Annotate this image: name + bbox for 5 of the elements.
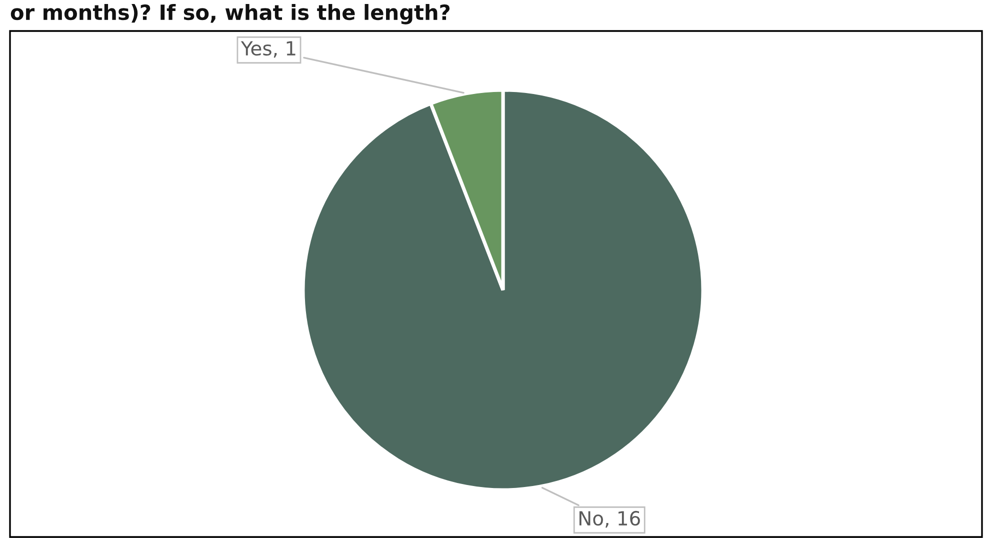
chart-title: or months)? If so, what is the length? [10,4,450,24]
slice-label: Yes [240,41,272,56]
data-label: , 1 [274,41,296,58]
slice-label: No [580,511,603,526]
data-label: , 16 [606,510,640,528]
